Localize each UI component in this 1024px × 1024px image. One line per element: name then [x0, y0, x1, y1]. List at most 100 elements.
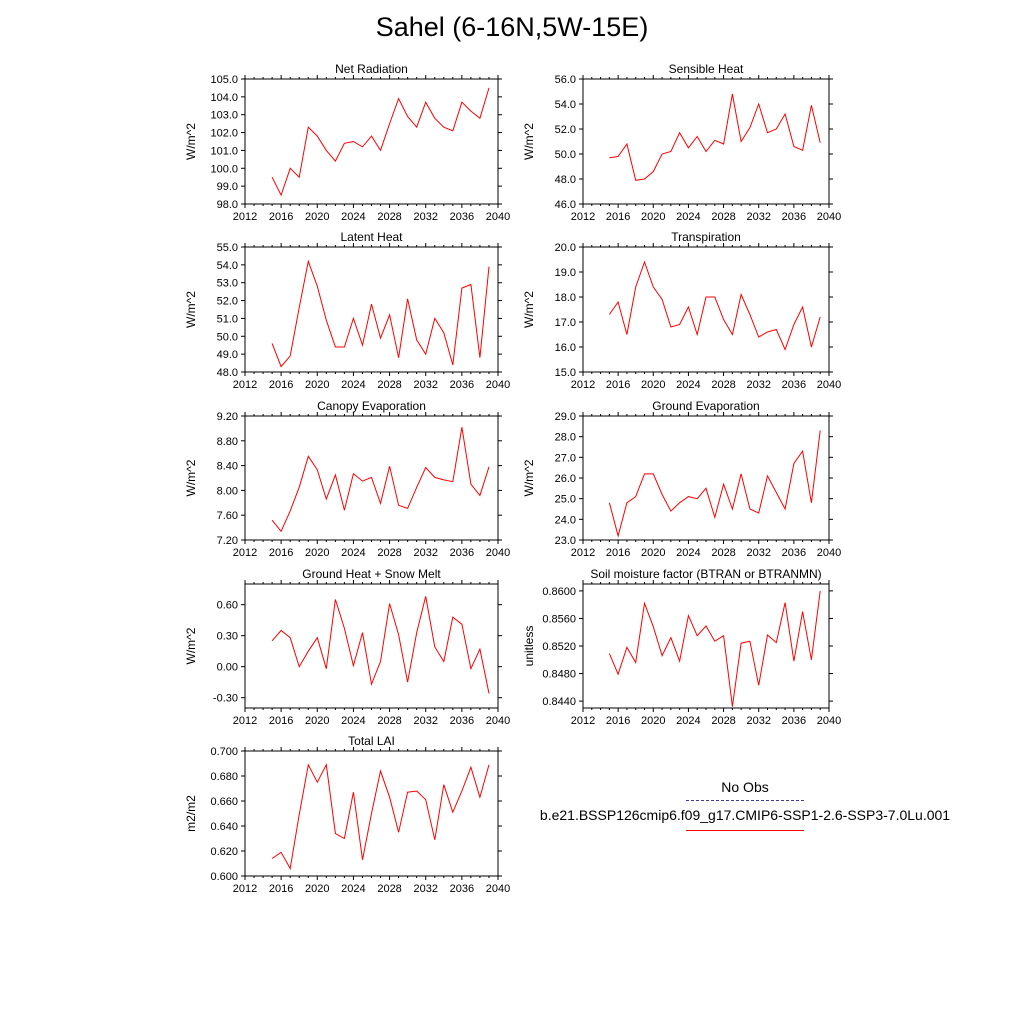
panel-1-xtick-label: 2024	[341, 211, 365, 223]
panel-3-frame	[244, 246, 499, 373]
panel-1-ytick-label: 99.0	[217, 181, 238, 193]
panel-1-ytick-label: 104.0	[210, 92, 238, 104]
panel-3-ytick-label: 51.0	[217, 313, 238, 325]
panel-4-xtick-label: 2036	[782, 379, 806, 391]
panel-5-ytick-label: 8.00	[217, 485, 238, 497]
page-title: Sahel (6-16N,5W-15E)	[375, 12, 649, 42]
panel-3-xtick-label: 2020	[305, 379, 329, 391]
panel-9-xtick-label: 2040	[486, 883, 510, 895]
panel-4-xtick-label: 2028	[711, 379, 735, 391]
panel-8-ytick-label: 0.8440	[542, 696, 576, 708]
panel-8-xtick-label: 2036	[782, 715, 806, 727]
panel-2-xtick-label: 2020	[641, 211, 665, 223]
panel-8-ytick-label: 0.8520	[542, 641, 576, 653]
panel-3-xtick-label: 2016	[269, 379, 293, 391]
panel-9-ytick-label: 0.700	[210, 746, 238, 758]
panel-4-xtick-label: 2040	[817, 379, 841, 391]
panel-3-xtick-label: 2036	[450, 379, 474, 391]
panel-1-xtick-label: 2016	[269, 211, 293, 223]
panel-6-ytick-label: 26.0	[555, 473, 576, 485]
panel-3-ylabel: W/m^2	[184, 291, 198, 328]
panel-8-ylabel: unitless	[522, 626, 536, 667]
panel-3-ytick-label: 50.0	[217, 331, 238, 343]
panel-5-ytick-label: 8.40	[217, 461, 238, 473]
panel-4-ytick-label: 19.0	[555, 267, 576, 279]
panel-4-xtick-label: 2016	[606, 379, 630, 391]
panel-4-xtick-label: 2012	[571, 379, 595, 391]
panel-2-ytick-label: 50.0	[555, 149, 576, 161]
panel-9-xtick-label: 2012	[233, 883, 257, 895]
panel-1-ytick-label: 105.0	[210, 74, 238, 86]
panel-5-xtick-label: 2024	[341, 547, 365, 559]
panel-1-xtick-label: 2036	[450, 211, 474, 223]
panel-2-xtick-label: 2016	[606, 211, 630, 223]
panel-2-ytick-label: 46.0	[555, 199, 576, 211]
panel-7-xtick-label: 2020	[305, 715, 329, 727]
panel-6-xtick-label: 2020	[641, 547, 665, 559]
panel-6-ytick-label: 29.0	[555, 411, 576, 423]
panel-1-frame	[244, 78, 499, 205]
panel-8-xtick-label: 2032	[746, 715, 770, 727]
panel-3-series-line	[271, 259, 490, 368]
panel-2-xtick-label: 2032	[746, 211, 770, 223]
panel-9-title: Total LAI	[348, 734, 395, 748]
panel-5-xtick-label: 2036	[450, 547, 474, 559]
panel-2-ytick-label: 48.0	[555, 174, 576, 186]
panel-1-ytick-label: 101.0	[210, 145, 238, 157]
panel-2-xtick-label: 2012	[571, 211, 595, 223]
panel-5-ytick-label: 8.80	[217, 436, 238, 448]
panel-1-ytick-label: 100.0	[210, 163, 238, 175]
panel-7-ylabel: W/m^2	[184, 627, 198, 664]
panel-8-ytick-label: 0.8560	[542, 613, 576, 625]
panel-7-ytick-label: 0.60	[217, 600, 238, 612]
panel-1-xtick-label: 2032	[413, 211, 437, 223]
panel-1-xtick-label: 2020	[305, 211, 329, 223]
panel-2-ylabel: W/m^2	[522, 123, 536, 160]
legend-obs-label: No Obs	[721, 779, 769, 795]
panel-4-xtick-label: 2032	[746, 379, 770, 391]
panel-3-ytick-label: 54.0	[217, 260, 238, 272]
panel-2-ytick-label: 56.0	[555, 74, 576, 86]
panel-8-ytick-label: 0.8600	[542, 586, 576, 598]
panel-5-ytick-label: 9.20	[217, 411, 238, 423]
panel-7-ytick-label: 0.00	[217, 662, 238, 674]
panel-6-ytick-label: 28.0	[555, 432, 576, 444]
panel-9-ytick-label: 0.660	[210, 796, 238, 808]
panel-6-xtick-label: 2012	[571, 547, 595, 559]
panel-1-xtick-label: 2040	[486, 211, 510, 223]
panel-3-ytick-label: 55.0	[217, 242, 238, 254]
panel-9-series-line	[271, 763, 490, 870]
panel-7-xtick-label: 2024	[341, 715, 365, 727]
panel-2-xtick-label: 2024	[676, 211, 700, 223]
panel-6-xtick-label: 2032	[746, 547, 770, 559]
panel-2-xtick-label: 2036	[782, 211, 806, 223]
panel-8-xtick-label: 2028	[711, 715, 735, 727]
panel-4-xtick-label: 2020	[641, 379, 665, 391]
panel-3-xtick-label: 2028	[377, 379, 401, 391]
panel-6-ytick-label: 23.0	[555, 535, 576, 547]
panel-6-xtick-label: 2040	[817, 547, 841, 559]
panel-7-xtick-label: 2032	[413, 715, 437, 727]
panel-6-series-line	[608, 430, 821, 538]
panel-1-series-line	[271, 87, 490, 197]
panel-7-frame	[244, 583, 499, 709]
panel-1-xtick-label: 2028	[377, 211, 401, 223]
panel-7-xtick-label: 2016	[269, 715, 293, 727]
panel-9-ytick-label: 0.680	[210, 771, 238, 783]
panel-6-ytick-label: 24.0	[555, 514, 576, 526]
panel-6-xtick-label: 2024	[676, 547, 700, 559]
panel-6-ytick-label: 25.0	[555, 494, 576, 506]
panel-3-ytick-label: 53.0	[217, 278, 238, 290]
panel-4-ytick-label: 18.0	[555, 292, 576, 304]
panel-7-xtick-label: 2036	[450, 715, 474, 727]
panel-9-xtick-label: 2024	[341, 883, 365, 895]
panel-1-ytick-label: 98.0	[217, 199, 238, 211]
panel-5-xtick-label: 2020	[305, 547, 329, 559]
panel-9-ytick-label: 0.600	[210, 871, 238, 883]
panel-1-ytick-label: 102.0	[210, 128, 238, 140]
panel-7-ytick-label: 0.30	[217, 631, 238, 643]
panel-8-series-line	[608, 590, 821, 707]
panel-9-xtick-label: 2016	[269, 883, 293, 895]
panel-2-series-line	[609, 93, 821, 181]
